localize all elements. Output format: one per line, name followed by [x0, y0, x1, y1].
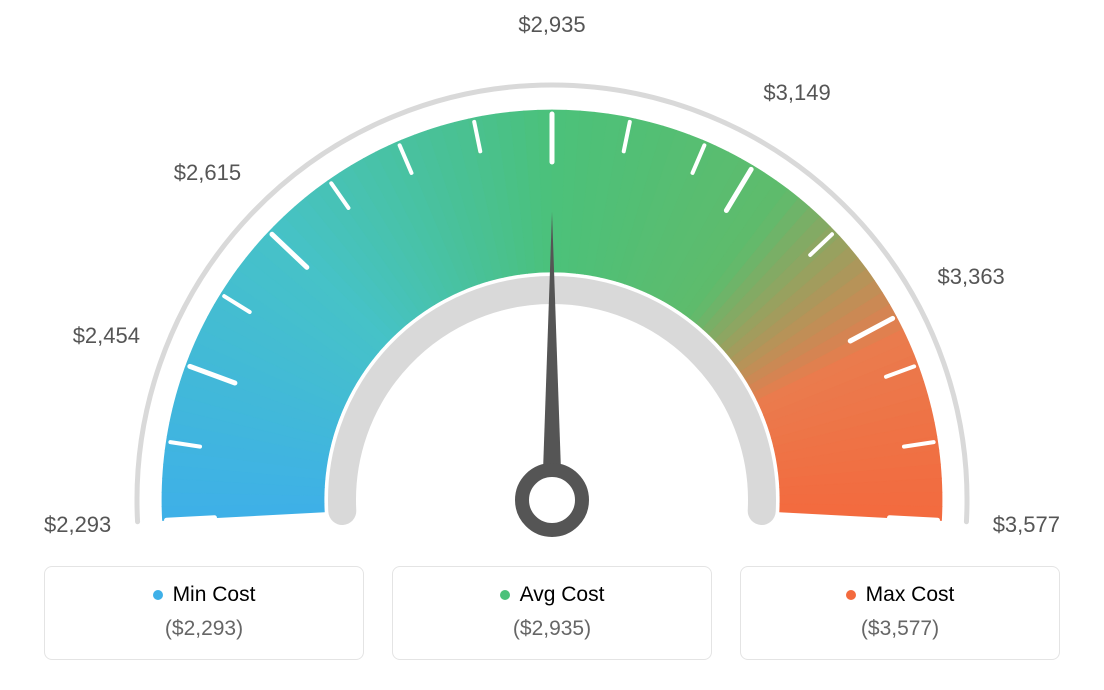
legend-card-avg: Avg Cost ($2,935): [392, 566, 712, 660]
legend-title-text: Avg Cost: [520, 583, 605, 607]
dot-icon: [846, 590, 856, 600]
gauge-tick-label: $3,577: [993, 512, 1060, 538]
legend-title-avg: Avg Cost: [500, 583, 605, 607]
legend-card-min: Min Cost ($2,293): [44, 566, 364, 660]
legend-title-text: Min Cost: [173, 583, 256, 607]
gauge-tick-label: $2,293: [44, 512, 111, 538]
dot-icon: [153, 590, 163, 600]
dot-icon: [500, 590, 510, 600]
legend-value-avg: ($2,935): [393, 617, 711, 641]
gauge-tick-label: $2,454: [73, 323, 140, 349]
gauge-container: $2,293 $2,454 $2,615 $2,935 $3,149 $3,363 $3,5…: [0, 0, 1104, 560]
legend-title-max: Max Cost: [846, 583, 955, 607]
gauge-tick-label: $2,935: [518, 12, 585, 38]
legend-row: Min Cost ($2,293) Avg Cost ($2,935) Max …: [0, 566, 1104, 660]
gauge-tick-label: $2,615: [174, 160, 241, 186]
legend-value-min: ($2,293): [45, 617, 363, 641]
gauge-tick-label: $3,149: [763, 80, 830, 106]
legend-card-max: Max Cost ($3,577): [740, 566, 1060, 660]
legend-title-text: Max Cost: [866, 583, 955, 607]
gauge-tick-label: $3,363: [938, 264, 1005, 290]
legend-title-min: Min Cost: [153, 583, 256, 607]
legend-value-max: ($3,577): [741, 617, 1059, 641]
